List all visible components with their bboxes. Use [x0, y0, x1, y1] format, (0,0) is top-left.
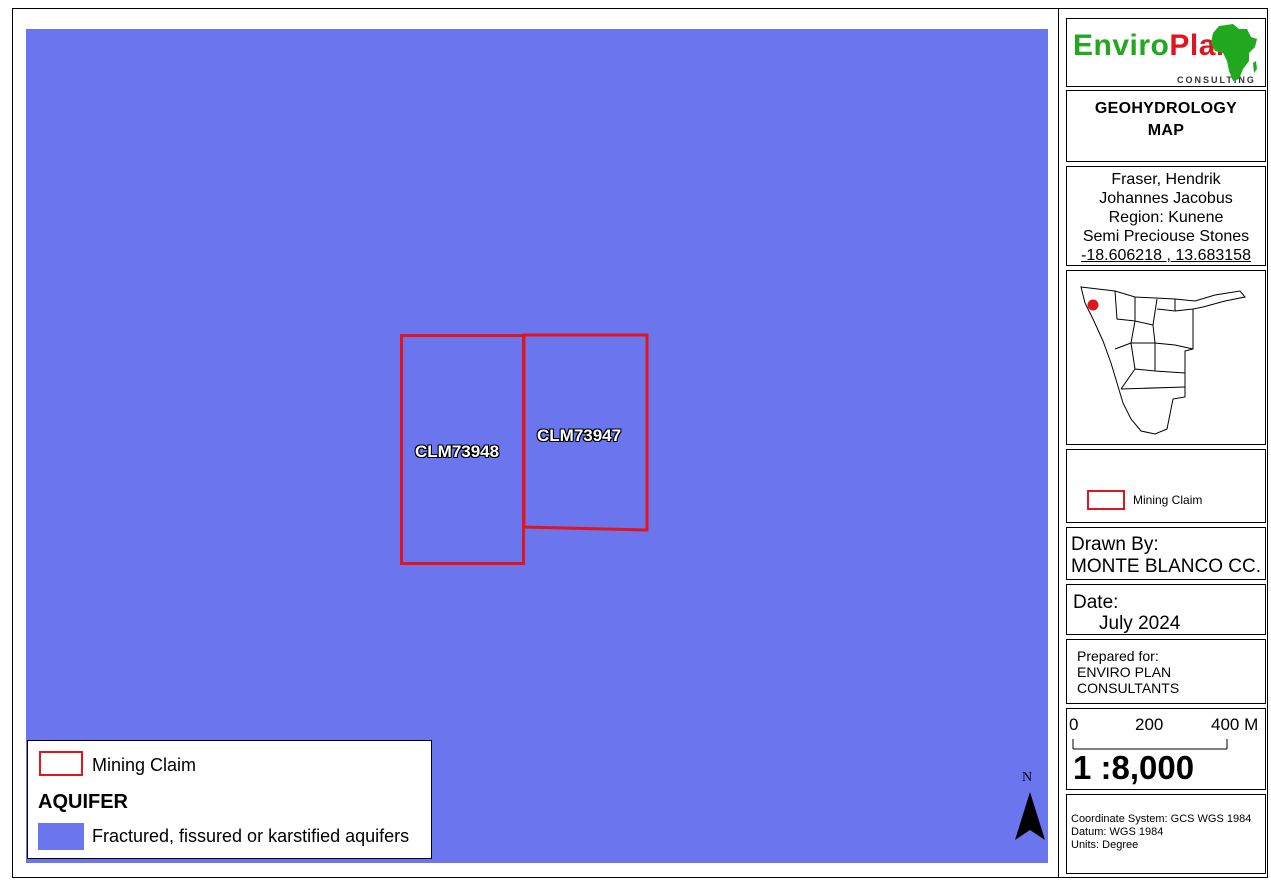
map-legend: Mining Claim AQUIFER Fractured, fissured… [27, 740, 432, 859]
claim-label-clm73947: CLM73947 [537, 426, 622, 445]
claim-label-clm73948: CLM73948 [415, 442, 500, 461]
scale-tick-200: 200 [1135, 715, 1164, 734]
drawn-by-label: Drawn By: [1071, 534, 1159, 555]
info-region: Region: Kunene [1108, 209, 1224, 226]
logo-panel: EnviroPlan CONSULTING [1066, 18, 1266, 87]
map-layout-frame [12, 8, 1268, 878]
date-panel: Date: July 2024 [1066, 584, 1266, 635]
north-arrow-icon: N [1012, 770, 1048, 842]
info-owner-line1: Fraser, Hendrik [1111, 171, 1221, 188]
units-text: Units: Degree [1071, 839, 1139, 851]
info-commodity: Semi Preciouse Stones [1082, 228, 1250, 245]
logo-text-part1: Enviro [1073, 29, 1170, 62]
scale-tick-0: 0 [1069, 715, 1079, 734]
datum-text: Datum: WGS 1984 [1071, 826, 1164, 838]
scale-tick-400: 400 M [1211, 715, 1259, 734]
legend-claim-swatch [39, 751, 83, 776]
prepared-for-line1: ENVIRO PLAN [1077, 664, 1172, 680]
namibia-locator-map [1080, 286, 1246, 435]
logo-subtitle: CONSULTING [1177, 75, 1256, 85]
drawn-by-value: MONTE BLANCO CC. [1071, 556, 1262, 577]
map-title-line2: MAP [1147, 122, 1185, 139]
prepared-for-panel: Prepared for: ENVIRO PLAN CONSULTANTS [1066, 639, 1266, 704]
site-location-marker [1087, 299, 1099, 311]
legend-aquifer-title: AQUIFER [38, 791, 128, 813]
coordinate-system-text: Coordinate System: GCS WGS 1984 [1071, 813, 1252, 825]
scale-panel: 0 200 400 M 1 :8,000 [1066, 708, 1266, 790]
scale-ratio: 1 :8,000 [1073, 749, 1195, 786]
info-coordinates: -18.606218 , 13.683158 [1081, 247, 1251, 264]
north-label: N [1022, 770, 1033, 785]
sidebar-legend-claim-label: Mining Claim [1133, 493, 1203, 507]
map-data-frame [12, 8, 1059, 878]
coordinate-system-panel: Coordinate System: GCS WGS 1984 Datum: W… [1066, 794, 1266, 874]
prepared-for-line2: CONSULTANTS [1077, 680, 1180, 696]
info-owner-line2: Johannes Jacobus [1099, 190, 1233, 207]
map-title-panel: GEOHYDROLOGY MAP [1066, 90, 1266, 162]
sidebar-legend-claim-swatch [1087, 490, 1125, 510]
map-title-line1: GEOHYDROLOGY [1094, 100, 1238, 117]
drawn-by-panel: Drawn By: MONTE BLANCO CC. [1066, 527, 1266, 580]
project-info-panel: Fraser, Hendrik Johannes Jacobus Region:… [1066, 166, 1266, 266]
date-value: July 2024 [1099, 613, 1181, 634]
date-label: Date: [1073, 592, 1119, 613]
legend-aquifer-label: Fractured, fissured or karstified aquife… [92, 826, 410, 846]
prepared-for-label: Prepared for: [1077, 648, 1159, 664]
scale-bar [1072, 739, 1228, 750]
locator-map-panel [1066, 270, 1266, 445]
sidebar-legend-panel: Mining Claim [1066, 449, 1266, 523]
claim-polygon-clm73947[interactable] [520, 331, 652, 535]
aquifer-map-area [26, 29, 1048, 863]
legend-claim-label: Mining Claim [92, 755, 197, 775]
legend-aquifer-swatch [38, 823, 84, 850]
africa-icon [1211, 24, 1257, 81]
